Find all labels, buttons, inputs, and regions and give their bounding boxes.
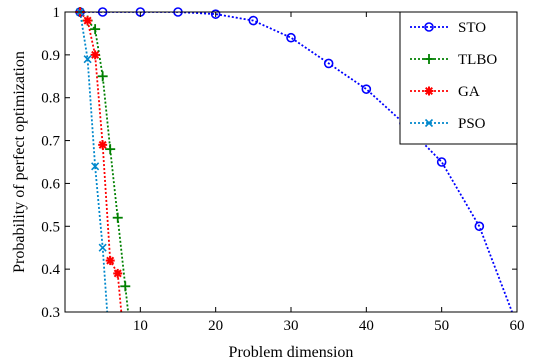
legend-marker bbox=[424, 54, 434, 64]
data-point-tlbo bbox=[105, 144, 116, 155]
x-tick-label: 30 bbox=[284, 318, 299, 334]
y-tick-label: 0.6 bbox=[41, 176, 60, 192]
y-tick-label: 0.7 bbox=[41, 134, 60, 150]
data-point-sto bbox=[361, 84, 372, 94]
x-tick-label: 60 bbox=[510, 318, 525, 334]
x-tick-label: 20 bbox=[208, 318, 223, 334]
data-point-tlbo bbox=[120, 281, 131, 292]
y-tick-label: 1 bbox=[53, 5, 61, 21]
y-tick-label: 0.3 bbox=[41, 305, 60, 321]
tick-layer: 10 20 30 40 50 60 0.3 0.4 0.5 0.6 0.7 0.8 0.9 1 bbox=[41, 5, 524, 334]
data-point-sto bbox=[248, 15, 259, 26]
x-axis-label: Problem dimension bbox=[229, 344, 354, 361]
data-point-sto bbox=[210, 9, 221, 19]
legend-marker bbox=[424, 118, 434, 128]
data-point-ga bbox=[90, 50, 100, 60]
data-point-sto bbox=[474, 221, 485, 232]
data-point-tlbo bbox=[97, 71, 108, 82]
data-point-ga bbox=[105, 256, 115, 266]
data-point-sto bbox=[436, 157, 447, 167]
legend-box bbox=[399, 11, 518, 145]
marker-layer bbox=[75, 7, 485, 292]
data-point-ga bbox=[98, 140, 108, 150]
data-point-tlbo bbox=[90, 24, 101, 35]
data-point-ga bbox=[83, 16, 93, 26]
y-tick-label: 0.9 bbox=[41, 48, 60, 64]
legend-entry-tlbo: TLBO bbox=[410, 52, 497, 68]
x-tick-label: 50 bbox=[434, 318, 449, 334]
y-tick-label: 0.8 bbox=[41, 91, 60, 107]
data-point-sto bbox=[286, 32, 296, 43]
data-point-pso bbox=[83, 55, 92, 64]
data-point-pso bbox=[91, 162, 100, 171]
legend-entry-pso: PSO bbox=[410, 116, 486, 132]
legend-label: TLBO bbox=[458, 52, 497, 68]
y-tick-label: 0.4 bbox=[41, 262, 60, 278]
y-axis-label: Probability of perfect optimization bbox=[11, 51, 28, 273]
legend: STO TLBO GA PSO bbox=[399, 11, 518, 145]
data-point-tlbo bbox=[112, 212, 123, 223]
data-point-pso bbox=[98, 243, 107, 252]
legend-marker bbox=[424, 86, 434, 96]
x-tick-label: 10 bbox=[133, 318, 148, 334]
data-point-sto bbox=[323, 58, 334, 69]
y-tick-label: 0.5 bbox=[41, 219, 60, 235]
legend-entry-sto: STO bbox=[410, 20, 486, 36]
legend-entry-ga: GA bbox=[410, 84, 480, 100]
legend-label: GA bbox=[458, 84, 480, 100]
legend-label: STO bbox=[458, 20, 486, 36]
x-tick-label: 40 bbox=[359, 318, 374, 334]
series-line-pso bbox=[79, 12, 109, 312]
legend-marker bbox=[424, 22, 434, 32]
data-point-ga bbox=[113, 268, 123, 278]
legend-label: PSO bbox=[458, 116, 486, 132]
